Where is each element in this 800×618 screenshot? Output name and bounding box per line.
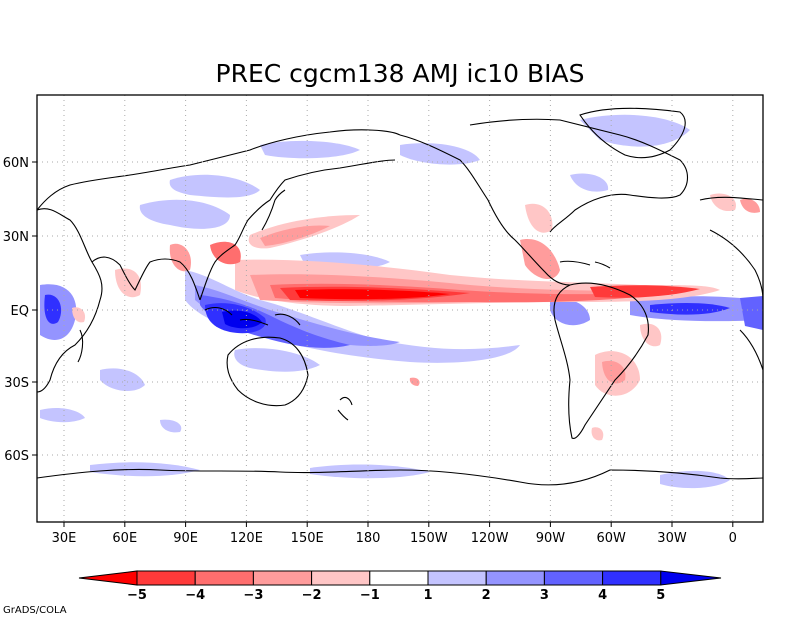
bias-blob	[44, 294, 62, 324]
bias-blob	[260, 225, 330, 246]
colorbar-segment	[252, 570, 313, 586]
bias-blob	[100, 368, 145, 392]
lon-tick-label: 120W	[471, 531, 509, 546]
colorbar-right-arrow	[660, 570, 722, 586]
colorbar-segment	[136, 570, 196, 586]
bias-blob	[660, 470, 730, 489]
bias-blob	[295, 289, 450, 300]
lat-tick-label: 30N	[3, 230, 29, 245]
negative-bias-areas	[72, 193, 760, 441]
coastline	[226, 336, 309, 407]
colorbar-label: 4	[598, 588, 607, 603]
lon-tick-label: 60E	[112, 531, 137, 546]
bias-blob	[580, 114, 690, 147]
bias-blob	[169, 174, 260, 198]
coastline	[699, 196, 763, 301]
bias-blob	[139, 199, 230, 229]
coastline	[37, 468, 763, 486]
bias-blob	[40, 407, 85, 423]
coastline	[204, 306, 301, 326]
bias-blob	[72, 307, 86, 323]
lon-tick-label: 120E	[230, 531, 263, 546]
colorbar-label: −3	[243, 588, 263, 603]
bias-blob	[409, 377, 420, 386]
lon-tick-label: 30E	[52, 531, 77, 546]
bias-blob	[160, 419, 182, 433]
lat-tick-label: 60S	[4, 449, 29, 464]
colorbar-segment	[602, 570, 662, 586]
bias-blob	[570, 173, 609, 192]
latitude-axis: 60N 30N EQ 30S 60S	[3, 156, 37, 464]
lon-tick-label: 90E	[173, 531, 198, 546]
bias-blob	[310, 464, 430, 479]
graticule	[37, 95, 763, 522]
lon-tick-label: 90W	[536, 531, 566, 546]
lon-tick-label: 0	[729, 531, 737, 546]
coastline	[399, 134, 571, 286]
colorbar-segment	[485, 570, 545, 586]
coastline	[91, 256, 201, 301]
colorbar-segment	[311, 570, 371, 586]
colorbar-label: 2	[482, 588, 491, 603]
coastline	[337, 396, 353, 421]
map-title: PREC cgcm138 AMJ ic10 BIAS	[216, 59, 585, 88]
colorbar-label: −5	[127, 588, 147, 603]
lon-tick-label: 60W	[596, 531, 626, 546]
coastline	[37, 208, 103, 393]
lat-tick-label: 30S	[4, 376, 29, 391]
lat-tick-label: EQ	[11, 304, 29, 319]
bias-blob	[602, 360, 626, 384]
coastline	[261, 189, 286, 231]
bias-blob	[590, 285, 700, 298]
coastlines	[37, 107, 763, 486]
coastline	[77, 329, 84, 363]
bias-blob	[740, 296, 763, 330]
bias-blob	[550, 298, 590, 326]
coastline	[37, 129, 401, 211]
bias-blob	[591, 427, 604, 441]
colorbar-segment	[543, 570, 604, 586]
colorbar-left-arrow	[78, 570, 138, 586]
bias-blob	[525, 203, 553, 233]
colorbar-label: 5	[656, 588, 665, 603]
bias-blob	[740, 198, 760, 213]
credit-text: GrADS/COLA	[3, 605, 67, 616]
coastline	[469, 118, 689, 233]
colorbar-label: −1	[360, 588, 380, 603]
lon-tick-label: 180	[356, 531, 381, 546]
bias-blob	[520, 239, 560, 280]
bias-blob	[260, 140, 360, 159]
longitude-axis: 30E 60E 90E 120E 150E 180 150W 120W 90W 60W 30W 0	[52, 522, 737, 546]
colorbar-label: −4	[185, 588, 205, 603]
colorbar-label: 3	[540, 588, 549, 603]
lon-tick-label: 150W	[410, 531, 448, 546]
lon-tick-label: 30W	[657, 531, 687, 546]
colorbar-label: −2	[302, 588, 322, 603]
coastline	[739, 329, 763, 371]
colorbar: −5 −4 −3 −2 −1 1 2 3 4 5	[78, 570, 722, 603]
lon-tick-label: 150E	[291, 531, 324, 546]
colorbar-segment	[369, 570, 429, 586]
bias-blob	[650, 303, 730, 315]
lat-tick-label: 60N	[3, 156, 29, 171]
map-frame	[36, 94, 764, 523]
coastline	[579, 107, 686, 159]
coastline	[559, 260, 611, 269]
coastline	[553, 282, 649, 439]
bias-blob	[234, 348, 320, 372]
map-content	[37, 95, 763, 522]
colorbar-segment	[427, 570, 487, 586]
bias-blob	[400, 143, 480, 165]
colorbar-label: 1	[423, 588, 432, 603]
coastline	[199, 159, 396, 301]
colorbar-segment	[194, 570, 254, 586]
positive-bias-areas	[40, 114, 763, 489]
